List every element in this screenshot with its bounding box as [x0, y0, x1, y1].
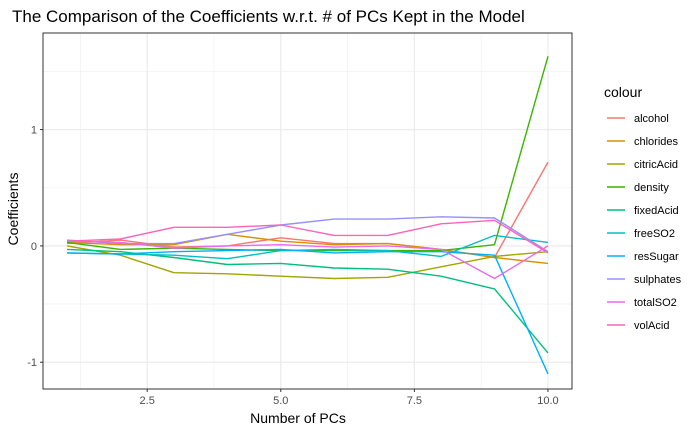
- legend-label-sulphates: sulphates: [634, 274, 682, 286]
- legend-label-chlorides: chlorides: [634, 136, 679, 148]
- series-line-totalSO2: [66, 240, 549, 280]
- x-tick-label: 5.0: [273, 395, 288, 407]
- legend: alcohol chlorides citricAcid density fixedAc…: [607, 113, 682, 332]
- x-tick-label: 10.0: [537, 395, 558, 407]
- x-tick-label: 2.5: [140, 395, 155, 407]
- legend-label-alcohol: alcohol: [634, 113, 669, 125]
- series-line-freeSO2: [66, 234, 549, 260]
- series-line-citricAcid: [66, 245, 549, 280]
- series-line-resSugar: [66, 248, 549, 375]
- legend-label-volAcid: volAcid: [634, 320, 669, 332]
- legend-label-totalSO2: totalSO2: [634, 297, 677, 309]
- legend-label-freeSO2: freeSO2: [634, 228, 675, 240]
- legend-label-density: density: [634, 182, 669, 194]
- y-tick-label: -1: [27, 357, 37, 369]
- series-line-sulphates: [66, 216, 549, 253]
- series-line-volAcid: [66, 219, 549, 254]
- legend-label-resSugar: resSugar: [634, 251, 679, 263]
- legend-label-fixedAcid: fixedAcid: [634, 205, 679, 217]
- chart-title: The Comparison of the Coefficients w.r.t…: [12, 7, 525, 26]
- y-axis-title: Coefficients: [5, 173, 21, 246]
- y-tick-label: 0: [31, 241, 37, 253]
- legend-label-citricAcid: citricAcid: [634, 159, 678, 171]
- x-tick-label: 7.5: [407, 395, 422, 407]
- x-axis-title: Number of PCs: [250, 410, 346, 426]
- plot-border: [42, 32, 573, 390]
- legend-title: colour: [604, 84, 642, 100]
- y-tick-label: 1: [31, 125, 37, 137]
- plot-panel: [43, 33, 572, 389]
